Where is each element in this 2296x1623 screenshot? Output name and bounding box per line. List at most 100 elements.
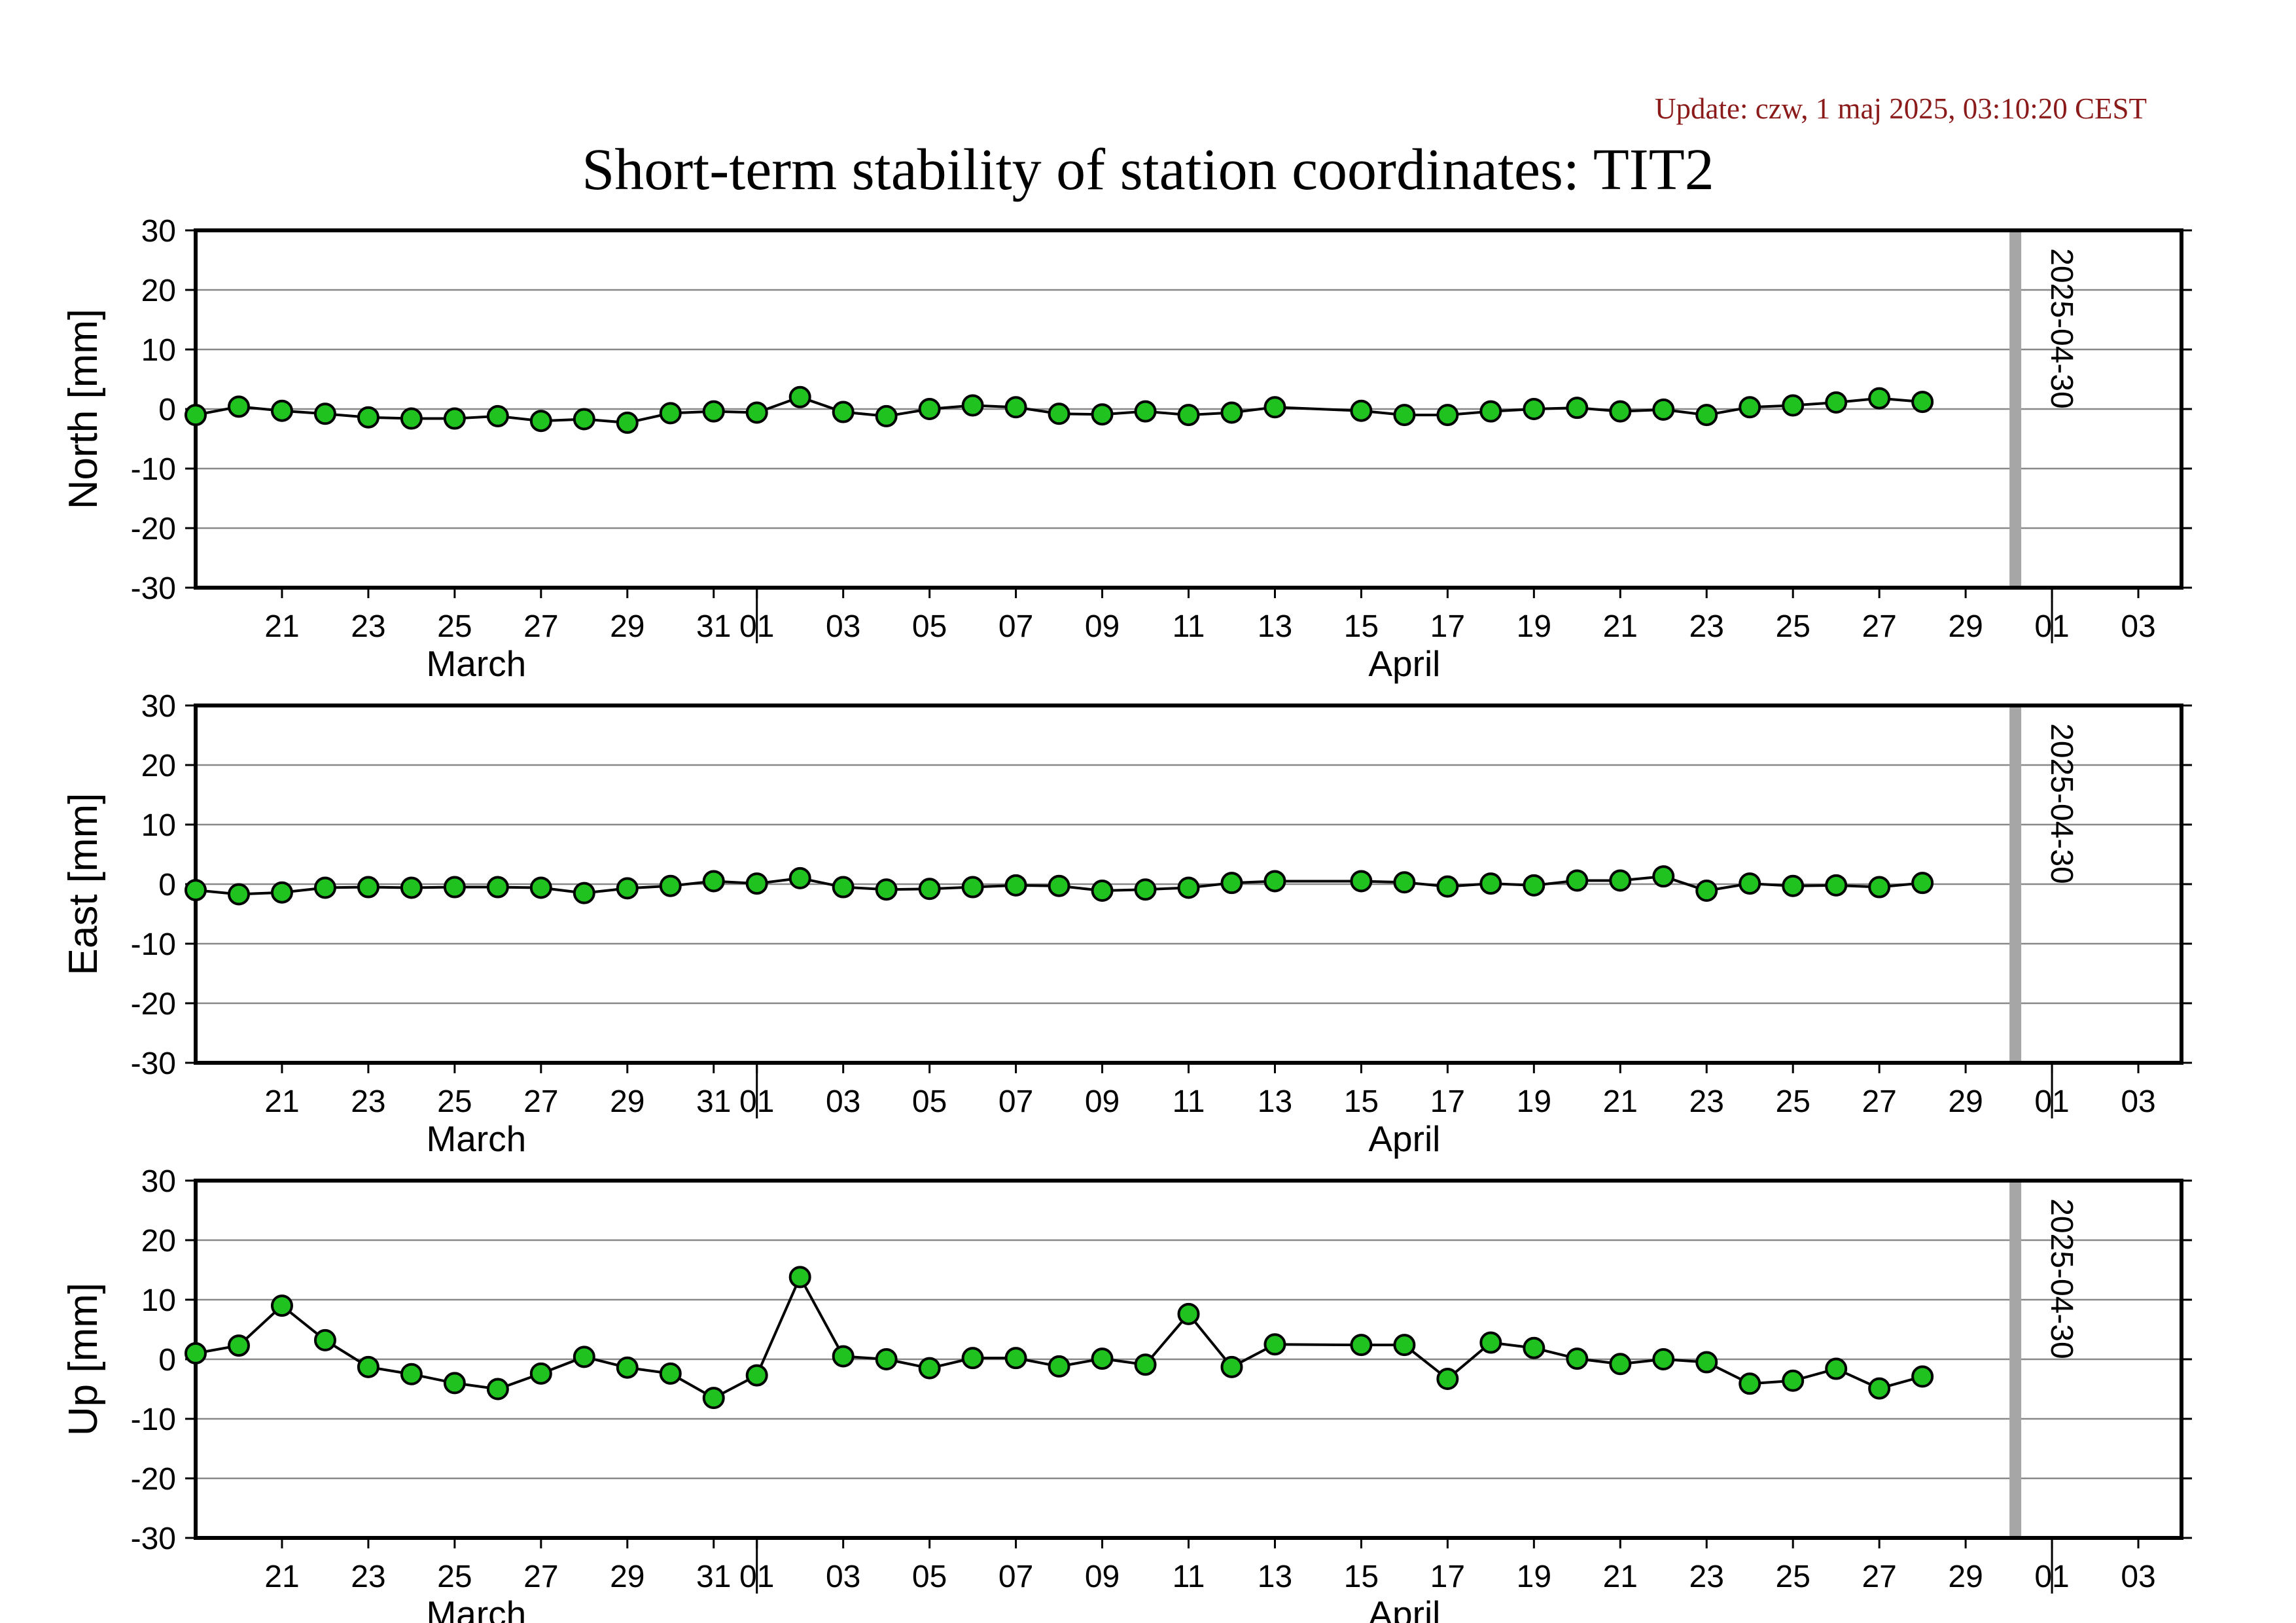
x-tick-label: 13	[1258, 609, 1292, 644]
x-tick-label: 31	[696, 609, 731, 644]
y-tick-label: -20	[131, 987, 176, 1022]
data-point	[1652, 398, 1675, 421]
data-point	[1393, 871, 1416, 894]
data-point	[1523, 398, 1545, 420]
data-point	[1479, 1331, 1502, 1354]
x-tick-label: 29	[610, 609, 645, 644]
data-point	[1652, 865, 1675, 888]
data-point	[400, 876, 423, 899]
data-point	[1436, 1368, 1459, 1391]
data-point	[357, 406, 380, 429]
y-tick-label: -30	[131, 571, 176, 606]
data-point	[1263, 1333, 1286, 1356]
data-point	[573, 408, 595, 431]
x-tick-label: 21	[1603, 1084, 1638, 1119]
y-tick-label: 20	[141, 1224, 176, 1258]
x-tick-label: 07	[998, 1560, 1033, 1594]
y-tick-label: 10	[141, 808, 176, 843]
data-point	[1220, 1355, 1243, 1378]
data-point	[918, 878, 941, 901]
x-tick-label: 05	[912, 609, 947, 644]
x-month-label: April	[1368, 643, 1440, 684]
data-point	[1004, 1347, 1027, 1370]
data-point	[875, 404, 898, 427]
data-point	[659, 1362, 682, 1385]
data-point	[227, 395, 250, 418]
data-point	[1048, 402, 1070, 425]
data-point	[1739, 396, 1761, 419]
y-tick-label: -30	[131, 1522, 176, 1556]
data-point	[529, 410, 552, 433]
data-point	[1350, 399, 1373, 422]
data-point	[1177, 404, 1200, 427]
data-point	[1825, 874, 1848, 897]
data-point	[443, 407, 466, 430]
data-point	[1911, 391, 1934, 414]
x-tick-label: 17	[1430, 609, 1465, 644]
data-point	[1177, 1302, 1200, 1325]
data-point	[227, 883, 250, 906]
data-point	[486, 404, 509, 427]
data-point	[1566, 1347, 1589, 1370]
x-tick-label: 09	[1085, 1084, 1120, 1119]
data-point	[400, 407, 423, 430]
data-point	[1911, 1365, 1934, 1388]
data-point	[1220, 401, 1243, 424]
x-tick-label: 21	[1603, 1560, 1638, 1594]
data-point	[1695, 1351, 1718, 1374]
y-tick-label: 20	[141, 749, 176, 783]
data-point	[1652, 1348, 1675, 1370]
x-tick-label: 23	[1689, 1084, 1724, 1119]
data-point	[1048, 874, 1070, 897]
x-tick-label: 29	[610, 1084, 645, 1119]
x-tick-label: 03	[2121, 1560, 2155, 1594]
data-point	[1695, 880, 1718, 902]
x-tick-label: 11	[1173, 1560, 1205, 1594]
date-marker-label: 2025-04-30	[2044, 1198, 2079, 1359]
x-month-label: March	[426, 1118, 526, 1159]
x-tick-label: 29	[610, 1560, 645, 1594]
data-point	[1436, 404, 1459, 427]
data-point	[357, 1355, 380, 1378]
data-point	[961, 394, 984, 417]
data-point	[1134, 878, 1157, 901]
x-tick-label: 27	[1862, 609, 1896, 644]
data-point	[529, 1362, 552, 1385]
data-point	[1350, 1334, 1373, 1357]
y-tick-label: 20	[141, 274, 176, 308]
data-point	[616, 1356, 639, 1379]
data-point	[1695, 404, 1718, 427]
x-tick-label: 27	[523, 1084, 558, 1119]
update-timestamp: Update: czw, 1 maj 2025, 03:10:20 CEST	[1655, 92, 2147, 125]
data-point	[832, 876, 855, 899]
x-month-label: March	[426, 1594, 526, 1623]
x-tick-label: 31	[696, 1084, 731, 1119]
series-line	[195, 395, 1923, 424]
x-tick-label: 23	[351, 1560, 385, 1594]
data-point	[1523, 1336, 1545, 1359]
date-marker-line	[2009, 705, 2022, 1063]
data-point	[529, 876, 552, 899]
y-tick-label: -10	[131, 452, 176, 487]
x-tick-label: 21	[264, 1560, 299, 1594]
data-point	[270, 1294, 293, 1317]
x-tick-label: 27	[1862, 1084, 1896, 1119]
x-tick-label: 23	[351, 1084, 385, 1119]
x-tick-label: 05	[912, 1560, 947, 1594]
x-tick-label: 31	[696, 1560, 731, 1594]
data-point	[659, 874, 682, 897]
data-point	[1479, 872, 1502, 895]
data-point	[1091, 880, 1114, 902]
data-point	[1609, 869, 1632, 892]
data-point	[1911, 872, 1934, 895]
x-tick-label: 03	[826, 609, 860, 644]
data-point	[702, 400, 725, 423]
x-tick-label: 09	[1085, 609, 1120, 644]
data-point	[1048, 1355, 1070, 1378]
data-point	[573, 1346, 595, 1368]
x-tick-label: 29	[1948, 1084, 1983, 1119]
x-tick-label: 19	[1517, 1560, 1551, 1594]
x-tick-label: 05	[912, 1084, 947, 1119]
x-tick-label: 19	[1517, 1084, 1551, 1119]
series-line	[195, 1274, 1923, 1400]
